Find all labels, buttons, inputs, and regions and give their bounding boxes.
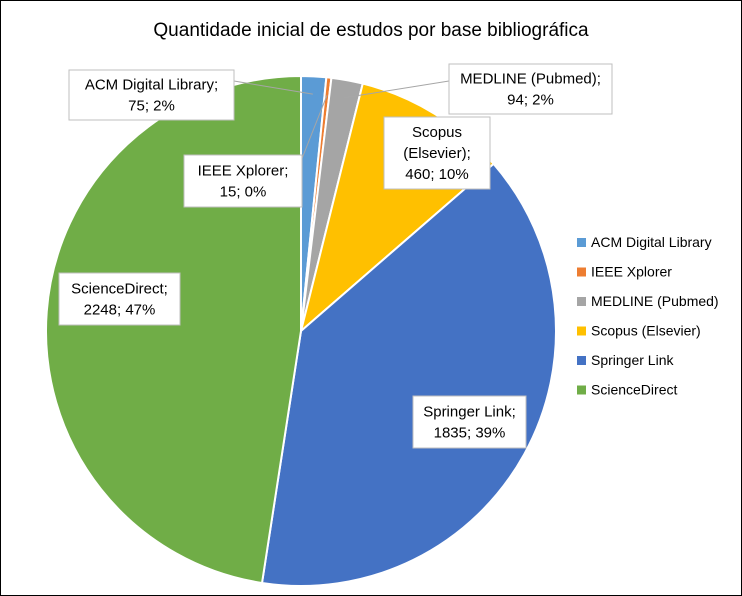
- legend: ACM Digital Library IEEE Xplorer MEDLINE (…: [577, 234, 719, 398]
- data-label-springer-link-line-0: Springer Link;: [423, 404, 516, 421]
- data-label-medline-pubmed-line-1: 94; 2%: [507, 92, 554, 109]
- data-labels: ACM Digital Library; 75; 2% IEEE Xplorer; 1…: [58, 63, 613, 449]
- data-label-box-acm-digital-library: [68, 69, 235, 121]
- pie-slice-springer-link: [260, 162, 557, 587]
- leader-line-ieee-xplorer: [300, 95, 328, 162]
- data-label-ieee-xplorer-line-0: IEEE Xplorer;: [198, 163, 289, 180]
- legend-swatch-ieee-xplorer: [577, 267, 586, 277]
- data-label-sciencedirect-line-0: ScienceDirect;: [71, 281, 168, 298]
- leader-line-medline-pubmed: [343, 80, 450, 99]
- legend-label-springer-link: Springer Link: [591, 352, 674, 368]
- legend-label-medline-pubmed: MEDLINE (Pubmed): [591, 293, 719, 309]
- legend-label-sciencedirect: ScienceDirect: [591, 382, 677, 398]
- data-label-scopus-elsevier-line-1: (Elsevier);: [403, 145, 471, 162]
- data-label-box-scopus-elsevier: [383, 116, 491, 190]
- legend-swatch-medline-pubmed: [577, 297, 586, 306]
- data-label-medline-pubmed-line-0: MEDLINE (Pubmed);: [460, 71, 601, 88]
- leader-line-acm-digital-library: [233, 80, 313, 95]
- legend-label-ieee-xplorer: IEEE Xplorer: [591, 264, 672, 280]
- pie-slice-sciencedirect: [45, 74, 302, 585]
- data-label-sciencedirect-line-1: 2248; 47%: [84, 302, 156, 319]
- data-label-box-sciencedirect: [58, 272, 181, 326]
- data-label-scopus-elsevier-line-2: 460; 10%: [405, 166, 468, 183]
- data-label-ieee-xplorer-line-1: 15; 0%: [220, 184, 267, 201]
- legend-swatch-sciencedirect: [577, 385, 586, 395]
- legend-swatch-springer-link: [577, 356, 586, 365]
- data-label-acm-digital-library-line-0: ACM Digital Library;: [85, 77, 218, 94]
- chart-title: Quantidade inicial de estudos por base b…: [153, 20, 589, 41]
- data-label-springer-link-line-1: 1835; 39%: [434, 425, 506, 442]
- data-label-box-springer-link: [412, 395, 527, 449]
- data-label-box-medline-pubmed: [448, 63, 613, 115]
- data-label-acm-digital-library-line-1: 75; 2%: [128, 98, 175, 115]
- legend-swatch-scopus-elsevier: [577, 326, 586, 336]
- legend-label-acm-digital-library: ACM Digital Library: [591, 234, 712, 250]
- legend-swatch-acm-digital-library: [577, 238, 586, 247]
- data-label-scopus-elsevier-line-0: Scopus: [412, 124, 462, 141]
- legend-label-scopus-elsevier: Scopus (Elsevier): [591, 323, 701, 339]
- data-label-box-ieee-xplorer: [183, 154, 303, 208]
